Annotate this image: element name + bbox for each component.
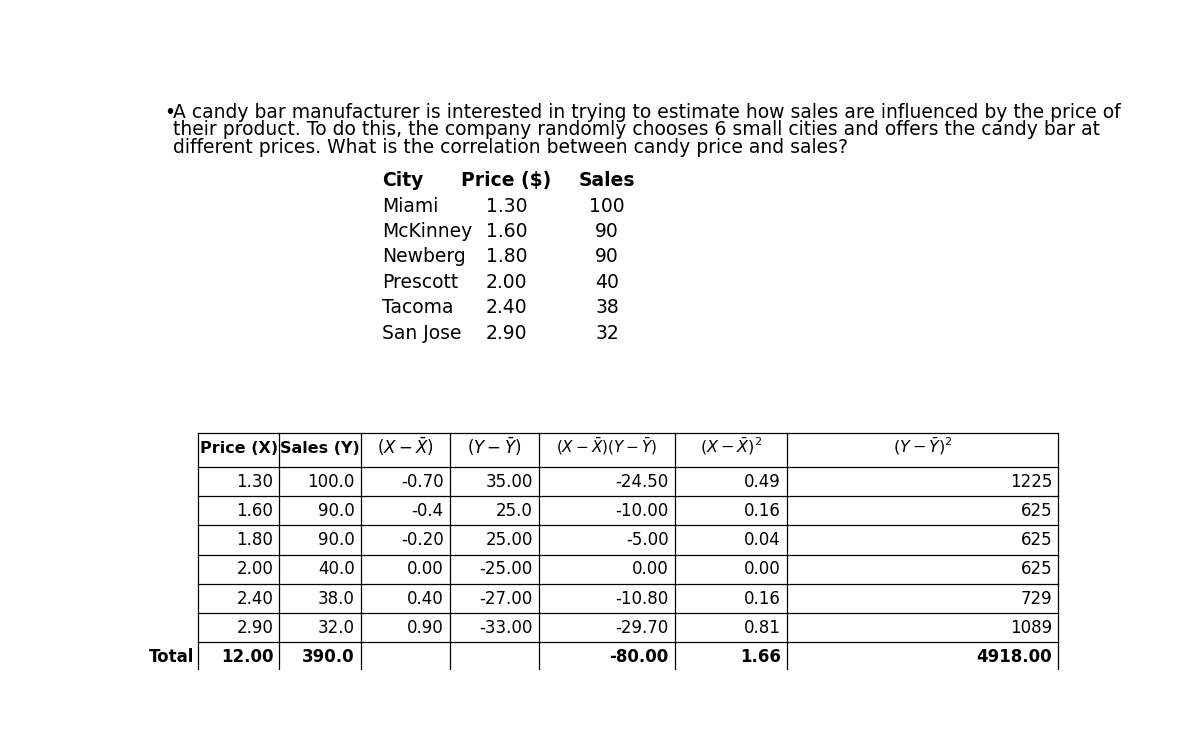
Text: 1.66: 1.66 (740, 648, 781, 666)
Text: Miami: Miami (383, 197, 439, 215)
Text: -24.50: -24.50 (616, 473, 668, 490)
Text: 0.40: 0.40 (407, 590, 444, 608)
Text: 1.60: 1.60 (486, 222, 527, 241)
Text: 625: 625 (1020, 501, 1052, 520)
Text: 32: 32 (595, 324, 619, 343)
Text: Sales (Y): Sales (Y) (281, 441, 360, 456)
Text: 1.80: 1.80 (486, 248, 527, 267)
Text: 0.16: 0.16 (744, 501, 781, 520)
Text: 2.40: 2.40 (486, 298, 527, 317)
Text: 12.00: 12.00 (221, 648, 274, 666)
Text: 0.00: 0.00 (407, 560, 444, 578)
Text: 390.0: 390.0 (302, 648, 355, 666)
Text: -29.70: -29.70 (616, 619, 668, 637)
Text: San Jose: San Jose (383, 324, 462, 343)
Text: Tacoma: Tacoma (383, 298, 454, 317)
Text: 25.0: 25.0 (496, 501, 533, 520)
Text: 100.0: 100.0 (307, 473, 355, 490)
Text: Price ($): Price ($) (461, 171, 552, 191)
Text: Sales: Sales (580, 171, 636, 191)
Text: 2.90: 2.90 (236, 619, 274, 637)
Text: 40: 40 (595, 273, 619, 292)
Text: -10.80: -10.80 (616, 590, 668, 608)
Text: 625: 625 (1020, 531, 1052, 549)
Text: 1225: 1225 (1009, 473, 1052, 490)
Text: 38.0: 38.0 (318, 590, 355, 608)
Text: 90: 90 (595, 222, 619, 241)
Text: their product. To do this, the company randomly chooses 6 small cities and offer: their product. To do this, the company r… (173, 120, 1100, 139)
Text: 4918.00: 4918.00 (977, 648, 1052, 666)
Text: Prescott: Prescott (383, 273, 458, 292)
Text: 0.49: 0.49 (744, 473, 781, 490)
Text: 35.00: 35.00 (486, 473, 533, 490)
Text: 1.30: 1.30 (486, 197, 527, 215)
Text: 0.90: 0.90 (407, 619, 444, 637)
Text: 625: 625 (1020, 560, 1052, 578)
Text: 0.81: 0.81 (744, 619, 781, 637)
Text: 32.0: 32.0 (318, 619, 355, 637)
Text: 1.80: 1.80 (236, 531, 274, 549)
Text: 1.30: 1.30 (236, 473, 274, 490)
Text: -0.20: -0.20 (401, 531, 444, 549)
Text: $(X - \bar{X})$: $(X - \bar{X})$ (377, 436, 433, 458)
Text: different prices. What is the correlation between candy price and sales?: different prices. What is the correlatio… (173, 138, 848, 157)
Text: 1089: 1089 (1010, 619, 1052, 637)
Text: A candy bar manufacturer is interested in trying to estimate how sales are influ: A candy bar manufacturer is interested i… (173, 102, 1121, 122)
Text: 0.00: 0.00 (631, 560, 668, 578)
Text: 2.40: 2.40 (236, 590, 274, 608)
Text: -0.4: -0.4 (412, 501, 444, 520)
Text: 40.0: 40.0 (318, 560, 355, 578)
Text: 2.00: 2.00 (486, 273, 527, 292)
Text: $(X - \bar{X})^2$: $(X - \bar{X})^2$ (700, 436, 762, 458)
Text: -27.00: -27.00 (480, 590, 533, 608)
Text: 729: 729 (1020, 590, 1052, 608)
Text: 90.0: 90.0 (318, 531, 355, 549)
Text: -10.00: -10.00 (616, 501, 668, 520)
Text: 0.04: 0.04 (744, 531, 781, 549)
Text: City: City (383, 171, 424, 191)
Text: 25.00: 25.00 (486, 531, 533, 549)
Text: -5.00: -5.00 (626, 531, 668, 549)
Text: Newberg: Newberg (383, 248, 467, 267)
Text: •: • (164, 102, 175, 122)
Text: 90.0: 90.0 (318, 501, 355, 520)
Text: $(X - \bar{X})(Y - \bar{Y})$: $(X - \bar{X})(Y - \bar{Y})$ (556, 436, 658, 457)
Text: Total: Total (149, 648, 194, 666)
Text: 0.00: 0.00 (744, 560, 781, 578)
Text: 1.60: 1.60 (236, 501, 274, 520)
Text: Price (X): Price (X) (199, 441, 278, 456)
Text: $(Y - \bar{Y})^2$: $(Y - \bar{Y})^2$ (893, 436, 953, 458)
Text: 38: 38 (595, 298, 619, 317)
Text: 2.90: 2.90 (486, 324, 527, 343)
Text: 90: 90 (595, 248, 619, 267)
Text: $(Y - \bar{Y})$: $(Y - \bar{Y})$ (467, 436, 522, 458)
Text: 100: 100 (589, 197, 625, 215)
Text: -33.00: -33.00 (480, 619, 533, 637)
Text: 0.16: 0.16 (744, 590, 781, 608)
Text: -80.00: -80.00 (610, 648, 668, 666)
Text: -0.70: -0.70 (401, 473, 444, 490)
Text: McKinney: McKinney (383, 222, 473, 241)
Text: -25.00: -25.00 (480, 560, 533, 578)
Text: 2.00: 2.00 (236, 560, 274, 578)
